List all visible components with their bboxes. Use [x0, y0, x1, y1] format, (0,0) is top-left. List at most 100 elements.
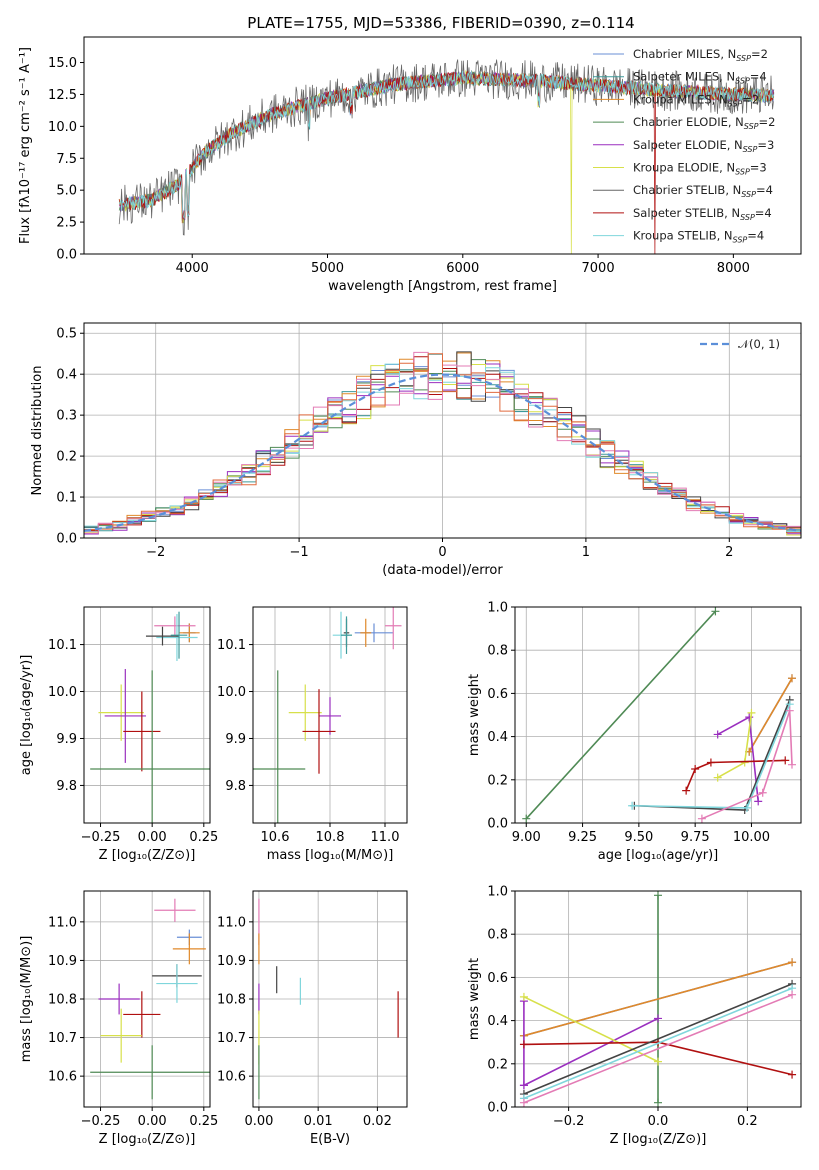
y-tick-label: 11.0: [48, 915, 77, 930]
series-marker: [713, 730, 722, 739]
legend-entry: Salpeter MILES, NSSP=4: [633, 70, 767, 86]
y-axis-label: age [log₁₀(age/yr)]: [19, 655, 34, 776]
series-marker: [785, 706, 794, 715]
x-tick-label: −0.25: [81, 1114, 121, 1129]
series-line: [701, 710, 793, 820]
y-tick-label: 10.8: [48, 993, 77, 1008]
x-tick-label: 5000: [311, 261, 344, 276]
series-marker: [747, 708, 756, 717]
panel-mass-vs-Z: −0.25 0.00 0.25 10.6 10.7 10.8 10.9 11.0 Z [log₁…: [19, 890, 218, 1147]
series-marker: [788, 958, 797, 967]
y-tick-label: 9.8: [56, 779, 77, 794]
y-tick-label: 0.8: [487, 928, 508, 943]
spectrum-legend: Chabrier MILES, NSSP=2 Salpeter MILES, NS…: [593, 47, 775, 245]
y-tick-label: 10.9: [217, 954, 246, 969]
x-tick-label: 0.00: [138, 830, 167, 845]
x-tick-label: −0.2: [553, 1114, 585, 1129]
y-axis-label: mass weight: [467, 674, 482, 756]
x-tick-label: 4000: [176, 261, 209, 276]
series-marker: [628, 801, 637, 810]
y-tick-label: 10.0: [48, 120, 77, 135]
y-tick-label: 0.2: [487, 773, 508, 788]
x-tick-label: 0.2: [737, 1114, 758, 1129]
x-tick-label: 10.00: [733, 830, 770, 845]
y-axis-label: Flux [fλ10⁻¹⁷ erg cm⁻² s⁻¹ A⁻¹]: [18, 47, 33, 244]
axes-frame: [83, 606, 211, 824]
series-marker: [787, 674, 796, 683]
plot-area: [258, 898, 399, 1100]
x-tick-label: 8000: [717, 261, 750, 276]
series-line: [523, 983, 793, 1095]
x-axis-label: age [log₁₀(age/yr)]: [598, 848, 719, 863]
panel-residual-distribution: −2 −1 0 1 2 0.0 0.1 0.2 0.3 0.4 0.5 (data-model)/er…: [30, 322, 802, 578]
series-marker: [788, 990, 797, 999]
gaussian-curve: [84, 373, 801, 532]
series-marker: [654, 1014, 662, 1023]
y-tick-label: 10.7: [48, 1031, 77, 1046]
legend-entry: 𝒩(0, 1): [738, 337, 780, 351]
y-tick-label: 0.6: [487, 971, 508, 986]
x-tick-label: 0.00: [138, 1114, 167, 1129]
legend-entry: Salpeter ELODIE, NSSP=3: [633, 138, 774, 154]
series-marker: [654, 1057, 662, 1066]
y-tick-label: 9.8: [225, 779, 246, 794]
series-line: [685, 759, 786, 791]
y-tick-label: 0.0: [487, 817, 508, 832]
series-marker: [522, 814, 531, 823]
x-tick-label: 2: [725, 545, 733, 560]
series-line: [523, 987, 793, 1100]
y-axis-label: mass [log₁₀(M/M⊙)]: [19, 936, 34, 1063]
x-tick-label: −2: [146, 545, 165, 560]
x-axis-label: Z [log₁₀(Z/Z⊙)]: [99, 848, 196, 863]
series-line: [523, 993, 793, 1104]
y-tick-label: 0.1: [56, 491, 77, 506]
plot-area: [519, 891, 797, 1107]
x-tick-label: 0.25: [189, 1114, 218, 1129]
x-tick-label: 0.01: [304, 1114, 333, 1129]
series-marker: [519, 992, 528, 1001]
legend-entry: Chabrier ELODIE, NSSP=2: [633, 115, 775, 131]
x-tick-label: 1: [582, 545, 590, 560]
y-tick-label: 0.4: [487, 730, 508, 745]
x-tick-label: −1: [290, 545, 309, 560]
x-tick-label: 11.0: [371, 830, 400, 845]
y-tick-label: 1.0: [487, 885, 508, 900]
x-axis-label: Z [log₁₀(Z/Z⊙)]: [610, 1132, 707, 1147]
panel-mass-weight-vs-Z: −0.2 0.0 0.2 0.0 0.2 0.4 0.6 0.8 1.0 Z [log₁₀(Z/Z…: [467, 885, 802, 1147]
panel-mass-weight-vs-age: 9.00 9.25 9.50 9.75 10.00 0.0 0.2 0.4 0.6 0.8 1.0 a…: [467, 601, 802, 863]
series-line: [523, 961, 793, 1037]
series-marker: [691, 765, 700, 773]
legend-entry: Chabrier STELIB, NSSP=4: [633, 183, 773, 199]
y-tick-label: 1.0: [487, 601, 508, 616]
plot-area: [84, 351, 801, 536]
x-tick-label: 0.02: [363, 1114, 392, 1129]
y-axis-label: mass weight: [467, 958, 482, 1040]
series-marker: [682, 786, 691, 795]
y-tick-label: 12.5: [48, 88, 77, 103]
y-tick-label: 0.3: [56, 409, 77, 424]
series-marker: [654, 1098, 662, 1107]
y-tick-label: 0.4: [487, 1014, 508, 1029]
plot-area: [90, 898, 210, 1100]
x-tick-label: 6000: [446, 261, 479, 276]
series-line: [523, 996, 659, 1063]
y-tick-label: 10.1: [48, 638, 77, 653]
axes-frame: [83, 36, 802, 255]
y-tick-label: 0.6: [487, 687, 508, 702]
y-tick-label: 0.2: [487, 1057, 508, 1072]
axes-frame: [514, 606, 802, 824]
y-tick-label: 11.0: [217, 915, 246, 930]
series-marker: [519, 1081, 528, 1090]
y-axis-label: Normed distribution: [30, 366, 45, 496]
y-tick-label: 10.0: [48, 685, 77, 700]
panel-age-vs-Z: −0.25 0.00 0.25 9.8 9.9 10.0 10.1 Z [log₁₀(Z/Z⊙…: [19, 606, 218, 863]
plot-area: [118, 59, 775, 254]
chart-panels: 4000 5000 6000 7000 80000.02.55.07.510.012.5…: [18, 36, 802, 1147]
x-axis-label: mass [log₁₀(M/M⊙)]: [267, 848, 394, 863]
y-tick-label: 10.6: [48, 1070, 77, 1085]
series-marker: [745, 713, 754, 722]
y-tick-label: 7.5: [56, 152, 77, 167]
series-marker: [654, 891, 662, 900]
series-marker: [788, 1070, 797, 1079]
